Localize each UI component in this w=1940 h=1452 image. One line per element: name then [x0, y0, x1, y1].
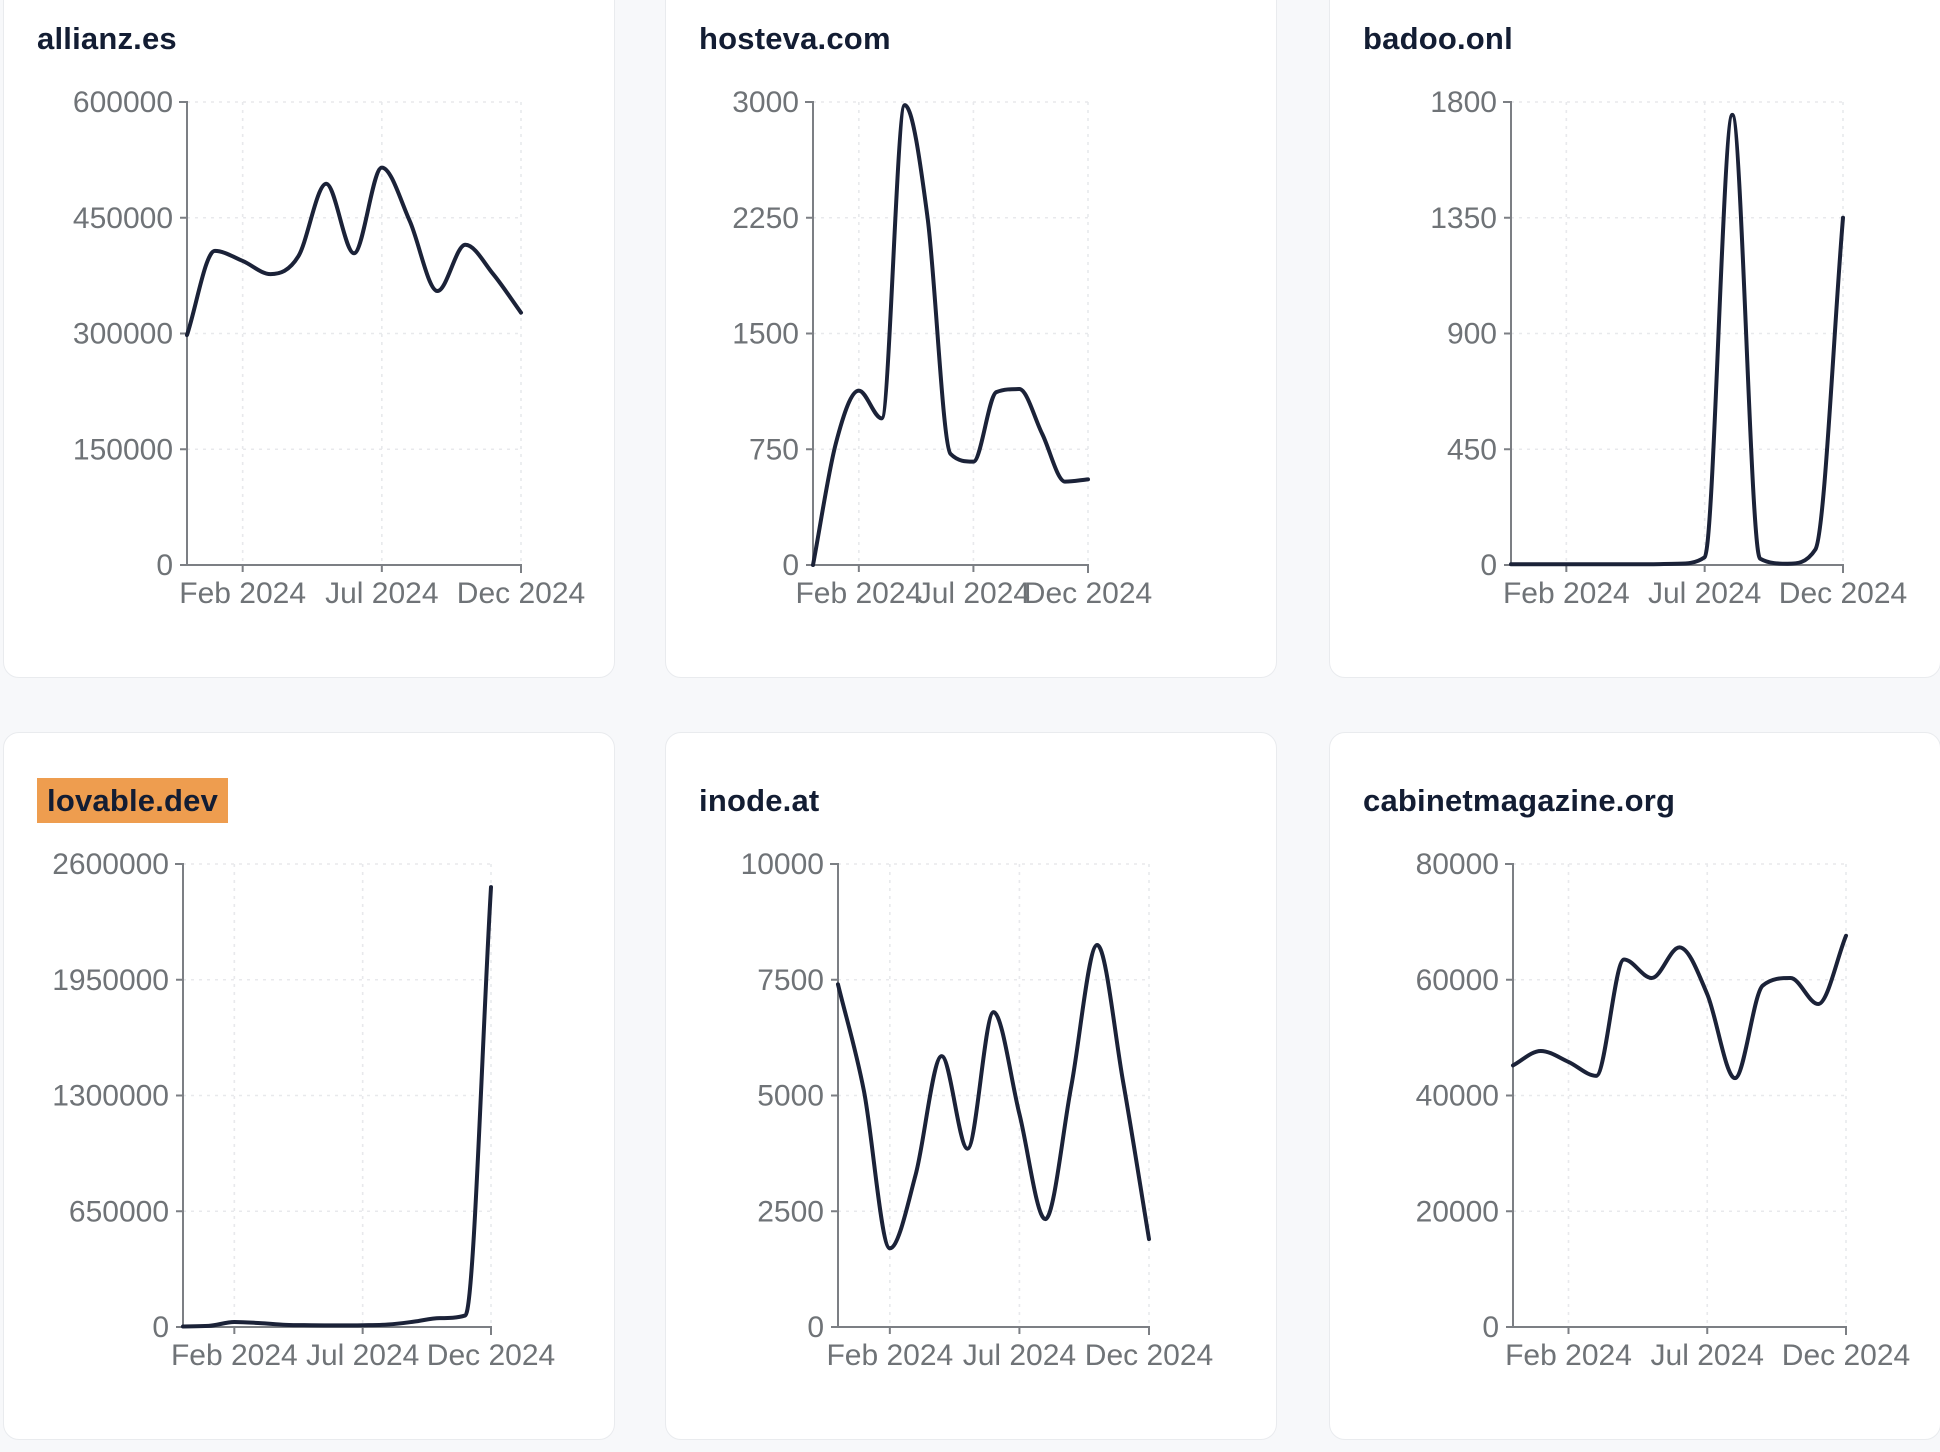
line-chart: 0 650000 1300000 1950000 2600000 Feb 2024 Jul …	[52, 849, 555, 1372]
y-tick-label: 10000	[741, 849, 824, 881]
chart-title: cabinetmagazine.org	[1363, 783, 1675, 819]
y-tick-label: 1500	[732, 318, 799, 351]
x-tick-label: Feb 2024	[1503, 577, 1630, 610]
data-line	[185, 165, 523, 338]
data-line	[1511, 933, 1848, 1081]
x-tick-label: Jul 2024	[1651, 1339, 1764, 1372]
data-line	[1509, 112, 1845, 567]
chart-title-text: cabinetmagazine.org	[1363, 783, 1676, 818]
y-tick-label: 0	[156, 549, 173, 582]
y-tick-label: 20000	[1416, 1195, 1499, 1228]
data-line	[181, 885, 493, 1329]
x-tick-label: Dec 2024	[1779, 577, 1907, 610]
chart-title: hosteva.com	[699, 21, 891, 57]
y-tick-label: 450	[1447, 433, 1497, 466]
y-tick-label: 0	[1482, 1311, 1499, 1344]
data-line	[836, 943, 1151, 1251]
x-tick-label: Feb 2024	[1505, 1339, 1632, 1372]
y-tick-label: 3000	[732, 87, 799, 119]
x-tick-label: Jul 2024	[325, 577, 438, 610]
x-tick-label: Dec 2024	[427, 1339, 555, 1372]
chart-title: badoo.onl	[1363, 21, 1513, 57]
x-tick-label: Feb 2024	[795, 577, 922, 610]
x-tick-label: Jul 2024	[963, 1339, 1076, 1372]
chart-title-text: lovable.dev	[37, 778, 229, 823]
line-chart: 0 150000 300000 450000 600000 Feb 2024 Jul 202…	[73, 87, 585, 610]
y-tick-label: 2600000	[52, 849, 169, 881]
x-axis	[838, 1326, 1150, 1335]
x-tick-label: Feb 2024	[826, 1339, 953, 1372]
y-tick-label: 40000	[1416, 1080, 1499, 1113]
y-tick-label: 600000	[73, 87, 173, 119]
chart-title-text: badoo.onl	[1363, 21, 1513, 56]
y-tick-label: 0	[1480, 549, 1497, 582]
x-axis	[813, 564, 1089, 573]
y-tick-label: 2250	[732, 202, 799, 235]
chart-card: hosteva.com 0 750 1500 2250 3000 Feb 2024 Jul …	[665, 0, 1277, 678]
chart-card: allianz.es 0 150000 300000 450000 600000 Feb …	[3, 0, 615, 678]
y-tick-label: 5000	[757, 1080, 824, 1113]
y-tick-label: 650000	[69, 1195, 169, 1228]
y-tick-label: 7500	[757, 964, 824, 997]
x-tick-label: Jul 2024	[917, 577, 1030, 610]
x-axis	[183, 1326, 492, 1335]
chart-card: cabinetmagazine.org 0 20000 40000 60000 8000…	[1329, 732, 1940, 1440]
y-tick-label: 2500	[757, 1195, 824, 1228]
line-chart: 0 2500 5000 7500 10000 Feb 2024 Jul 2024 Dec 20…	[741, 849, 1214, 1372]
line-chart: 0 20000 40000 60000 80000 Feb 2024 Jul 2024 Dec…	[1416, 849, 1911, 1372]
chart-title-text: hosteva.com	[699, 21, 891, 56]
line-chart: 0 450 900 1350 1800 Feb 2024 Jul 2024 Dec 2024	[1430, 87, 1907, 610]
x-tick-label: Dec 2024	[457, 577, 585, 610]
y-tick-label: 1350	[1430, 202, 1497, 235]
chart-title: inode.at	[699, 783, 819, 819]
y-tick-label: 60000	[1416, 964, 1499, 997]
y-tick-label: 0	[152, 1311, 169, 1344]
y-tick-label: 300000	[73, 318, 173, 351]
chart-title-text: allianz.es	[37, 21, 177, 56]
x-tick-label: Jul 2024	[1648, 577, 1761, 610]
y-tick-label: 450000	[73, 202, 173, 235]
chart-title: lovable.dev	[37, 778, 229, 823]
x-axis	[1513, 1326, 1847, 1335]
x-tick-label: Jul 2024	[306, 1339, 419, 1372]
chart-card: lovable.dev 0 650000 1300000 1950000 2600000…	[3, 732, 615, 1440]
x-tick-label: Feb 2024	[179, 577, 306, 610]
data-line	[811, 103, 1090, 567]
y-tick-label: 1950000	[52, 964, 169, 997]
x-tick-label: Dec 2024	[1085, 1339, 1213, 1372]
x-tick-label: Feb 2024	[171, 1339, 298, 1372]
x-tick-label: Dec 2024	[1024, 577, 1152, 610]
chart-title: allianz.es	[37, 21, 177, 57]
y-tick-label: 1300000	[52, 1080, 169, 1113]
y-tick-label: 80000	[1416, 849, 1499, 881]
y-tick-label: 750	[749, 433, 799, 466]
chart-title-text: inode.at	[699, 783, 820, 818]
y-tick-label: 0	[782, 549, 799, 582]
y-tick-label: 900	[1447, 318, 1497, 351]
y-tick-label: 150000	[73, 433, 173, 466]
x-axis	[187, 564, 522, 573]
x-tick-label: Dec 2024	[1782, 1339, 1910, 1372]
y-tick-label: 0	[807, 1311, 824, 1344]
y-tick-label: 1800	[1430, 87, 1497, 119]
chart-card: inode.at 0 2500 5000 7500 10000 Feb 2024 Jul 2…	[665, 732, 1277, 1440]
chart-card: badoo.onl 0 450 900 1350 1800 Feb 2024 Jul 202…	[1329, 0, 1940, 678]
